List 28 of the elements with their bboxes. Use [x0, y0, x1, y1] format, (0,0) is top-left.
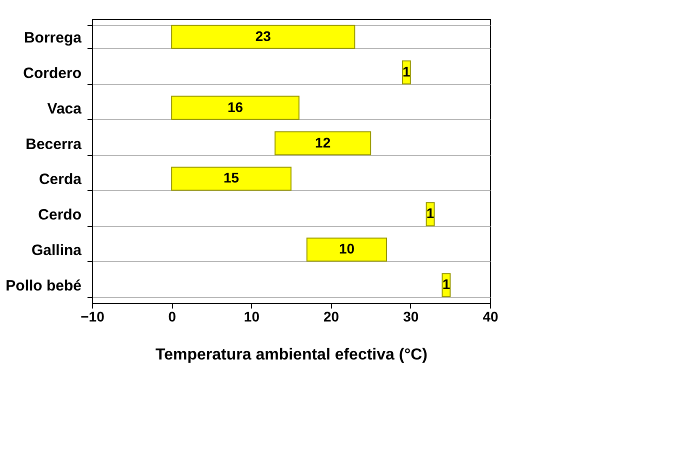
data-label: 1 — [442, 276, 450, 292]
y-tick-label: Borrega — [24, 29, 82, 46]
y-tick-label: Cerda — [38, 171, 82, 188]
x-tick-label: 30 — [403, 308, 419, 324]
bar — [171, 166, 292, 191]
x-axis-title: Temperatura ambiental efectiva (°C) — [156, 346, 428, 364]
x-tick-label: 0 — [168, 308, 176, 324]
y-tick-label: Becerra — [26, 136, 82, 153]
y-tick-label: Gallina — [31, 242, 82, 260]
data-label: 10 — [338, 240, 355, 257]
data-label: 23 — [255, 28, 272, 44]
bar — [306, 238, 388, 262]
x-tick-label: −10 — [80, 308, 105, 324]
data-label: 15 — [224, 170, 240, 186]
data-label: 12 — [315, 134, 331, 150]
bar — [171, 96, 300, 120]
x-tick-label: 40 — [482, 308, 498, 324]
data-label: 1 — [402, 63, 411, 80]
data-label: 1 — [426, 205, 434, 222]
x-tick-label: 20 — [324, 308, 340, 324]
data-label: 16 — [227, 98, 244, 115]
y-tick-label: Cerdo — [38, 206, 82, 224]
y-tick-label: Pollo bebé — [6, 278, 82, 295]
y-tick-label: Cordero — [23, 64, 82, 82]
x-tick-label: 10 — [244, 308, 260, 324]
bar — [171, 24, 356, 49]
bar — [274, 131, 372, 156]
y-tick-label: Vaca — [47, 100, 82, 118]
